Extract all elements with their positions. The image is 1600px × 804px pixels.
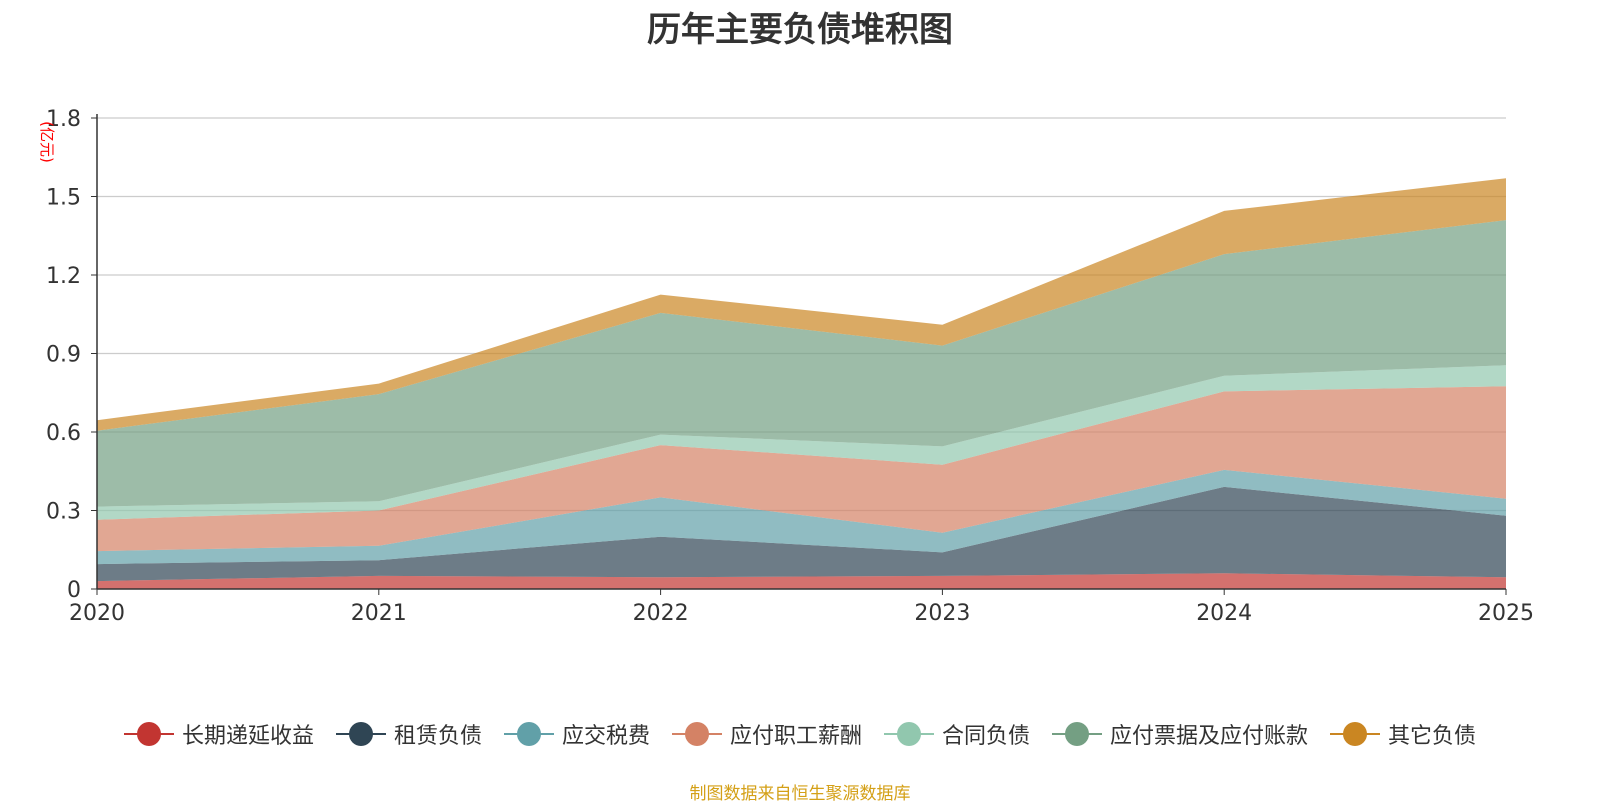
area-租赁负债 xyxy=(97,486,1506,582)
legend-item[interactable]: 应付职工薪酬 xyxy=(671,718,862,750)
y-tick-label: 0.3 xyxy=(46,500,81,525)
x-tick-label: 2021 xyxy=(351,601,407,626)
legend-label: 应付职工薪酬 xyxy=(729,724,862,749)
x-tick-label: 2024 xyxy=(1196,601,1252,626)
legend-label: 其它负债 xyxy=(1388,724,1477,749)
area-应付职工薪酬 xyxy=(97,386,1506,552)
y-tick-label: 1.5 xyxy=(46,186,81,211)
legend-marker-icon xyxy=(1052,722,1103,746)
y-axis-label: (亿元) xyxy=(38,121,56,163)
area-其它负债 xyxy=(97,178,1506,431)
area-应交税费 xyxy=(97,469,1506,565)
legend-marker-icon xyxy=(335,722,386,746)
legend-item[interactable]: 长期递延收益 xyxy=(123,718,314,750)
legend-marker-icon xyxy=(1330,722,1381,746)
legend-label: 应付票据及应付账款 xyxy=(1110,724,1309,749)
y-tick-label: 0.6 xyxy=(46,421,81,446)
legend: 长期递延收益 租赁负债 应交税费 应付职工薪酬 合同负债 应付票据及应付账款 其它负债 xyxy=(0,718,1600,750)
legend-marker-icon xyxy=(884,722,934,746)
chart-title: 历年主要负债堆积图 xyxy=(647,10,953,50)
area-应付票据及应付账款 xyxy=(97,220,1506,507)
legend-item[interactable]: 其它负债 xyxy=(1330,718,1476,750)
x-tick-label: 2022 xyxy=(633,601,689,626)
legend-marker-icon xyxy=(671,722,722,746)
y-tick-label: 0.9 xyxy=(46,343,81,368)
y-tick-label: 1.8 xyxy=(46,107,81,132)
legend-label: 合同负债 xyxy=(942,724,1031,749)
legend-marker-icon xyxy=(503,722,554,746)
x-tick-label: 2020 xyxy=(69,601,125,626)
area-长期递延收益 xyxy=(97,573,1506,589)
legend-marker-icon xyxy=(123,722,174,746)
source-note: 制图数据来自恒生聚源数据库 xyxy=(689,784,911,804)
legend-label: 长期递延收益 xyxy=(181,724,314,749)
x-tick-label: 2025 xyxy=(1478,601,1534,626)
legend-label: 租赁负债 xyxy=(393,724,482,749)
legend-label: 应交税费 xyxy=(561,724,650,749)
area-合同负债 xyxy=(97,365,1506,520)
y-tick-label: 1.2 xyxy=(46,264,81,289)
legend-item[interactable]: 合同负债 xyxy=(884,718,1030,750)
y-tick-label: 0 xyxy=(67,578,81,603)
legend-item[interactable]: 应交税费 xyxy=(503,718,650,750)
x-tick-label: 2023 xyxy=(914,601,970,626)
legend-item[interactable]: 应付票据及应付账款 xyxy=(1052,718,1308,750)
legend-item[interactable]: 租赁负债 xyxy=(335,718,482,750)
